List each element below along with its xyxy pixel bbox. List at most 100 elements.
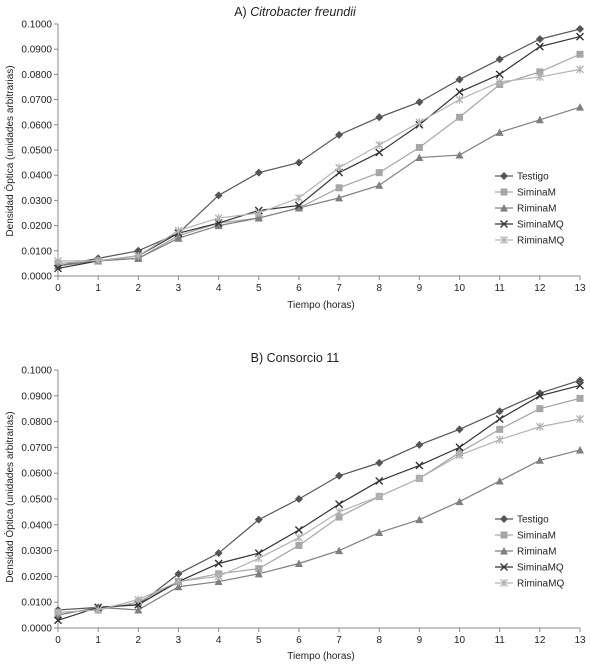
- chart-a-data-point-riminamq: [455, 95, 464, 104]
- chart-b-x-tick-label: 5: [256, 635, 262, 646]
- chart-a-x-tick-label: 12: [534, 283, 546, 294]
- chart-a-data-point-siminamq: [535, 42, 544, 51]
- chart-a-data-point-riminam: [254, 214, 263, 222]
- chart-b-data-point-siminam: [335, 513, 343, 521]
- chart-b-x-tick-label: 9: [417, 635, 423, 646]
- chart-a-data-point-testigo: [455, 75, 464, 84]
- chart-a-data-point-riminamq: [576, 65, 584, 74]
- chart-a-data-point-siminamq: [576, 32, 584, 41]
- chart-b-data-point-riminamq: [94, 605, 103, 614]
- chart-a-data-point-testigo: [134, 246, 143, 255]
- chart-b-series-line-siminam: [57, 397, 581, 614]
- chart-b-data-point-testigo: [455, 425, 464, 434]
- chart-b-data-point-siminamq: [535, 391, 544, 400]
- chart-a-series-line-siminamq: [57, 36, 581, 270]
- chart-b-legend-marker-siminamq: [500, 563, 508, 571]
- chart-b-y-tick-label: 0.0600: [21, 469, 52, 480]
- chart-a-data-point-riminam: [415, 153, 424, 162]
- chart-a-y-tick-label: 0.0100: [21, 246, 52, 257]
- chart-b-data-point-testigo: [415, 440, 424, 449]
- chart-b-series-line-testigo: [57, 379, 581, 611]
- chart-b-series-riminamq: [54, 415, 584, 617]
- chart-b-data-point-siminam: [255, 565, 263, 573]
- chart-b-data-point-riminam: [335, 546, 344, 555]
- chart-b-series-line-riminamq: [57, 418, 581, 614]
- chart-b-data-point-riminam: [174, 582, 183, 591]
- chart-a-x-tick-label: 0: [55, 283, 61, 294]
- chart-b-legend-marker-siminam: [500, 531, 508, 539]
- chart-a-y-tick-label: 0.0400: [21, 171, 52, 182]
- chart-b-x-tick-label: 6: [296, 635, 302, 646]
- chart-b-data-point-siminamq: [495, 415, 504, 424]
- chart-a-y-tick-label: 0.0300: [21, 196, 52, 207]
- chart-a-legend-marker-riminam: [500, 204, 508, 212]
- chart-a-legend-marker-siminamq: [500, 220, 508, 228]
- chart-b-data-point-testigo: [294, 495, 303, 503]
- chart-a-data-point-siminam: [335, 184, 343, 192]
- chart-a-x-tick-label: 10: [454, 283, 466, 294]
- chart-b-data-point-siminam: [496, 425, 504, 433]
- chart-b-data-point-siminam: [576, 394, 584, 402]
- chart-b-data-point-riminamq: [415, 474, 424, 483]
- chart-b-data-point-siminamq: [375, 476, 384, 485]
- chart-a-data-point-testigo: [576, 25, 584, 34]
- chart-a-data-point-siminamq: [455, 88, 464, 97]
- chart-b-x-tick-label: 11: [494, 635, 505, 646]
- chart-a-series-siminam: [54, 50, 584, 267]
- chart-a-data-point-siminam: [536, 68, 544, 76]
- chart-b-series-testigo: [54, 376, 584, 614]
- chart-a-data-point-riminamq: [214, 214, 223, 223]
- chart-b-data-point-riminam: [375, 528, 384, 537]
- chart-a-x-tick-label: 7: [336, 283, 342, 294]
- chart-a-x-tick-label: 2: [136, 283, 142, 294]
- chart-b-data-point-siminamq: [415, 461, 424, 470]
- chart-a-legend-label-siminamq: SiminaMQ: [517, 220, 564, 231]
- chart-b-x-tick-label: 7: [336, 635, 342, 646]
- chart-a-data-point-testigo: [214, 191, 223, 200]
- chart-b-data-point-riminam: [576, 445, 584, 454]
- chart-b-y-tick-label: 0.0300: [21, 546, 52, 557]
- chart-b-y-tick-label: 0.0400: [21, 520, 52, 531]
- chart-b-x-tick-label: 12: [534, 635, 546, 646]
- chart-b-legend-label-riminamq: RiminaMQ: [517, 579, 564, 590]
- chart-b-data-point-siminamq: [335, 500, 344, 509]
- chart-a-y-tick-label: 0.1000: [21, 20, 52, 31]
- chart-b-x-axis-label: Tiempo (horas): [287, 651, 354, 662]
- chart-a-data-point-siminam: [375, 169, 383, 177]
- chart-b-legend-label-riminam: RiminaM: [517, 547, 556, 558]
- chart-a-legend-label-riminamq: RiminaMQ: [517, 236, 564, 247]
- chart-b-data-point-siminam: [536, 405, 544, 413]
- chart-b-legend-label-siminamq: SiminaMQ: [517, 563, 564, 574]
- chart-b-x-tick-label: 4: [216, 635, 222, 646]
- chart-a-legend-marker-siminam: [500, 188, 508, 196]
- chart-b-series-line-siminamq: [57, 384, 581, 621]
- chart-a-x-tick-label: 11: [494, 283, 505, 294]
- chart-a-y-tick-label: 0.0600: [21, 120, 52, 131]
- chart-b-data-point-riminamq: [174, 577, 183, 586]
- chart-a-title: A) Citrobacter freundii: [234, 5, 357, 19]
- chart-b-series-siminamq: [54, 381, 584, 625]
- chart-b-legend-marker-riminam: [500, 547, 508, 555]
- chart-a-data-point-testigo: [415, 98, 424, 107]
- chart-b-data-point-siminamq: [576, 381, 584, 390]
- chart-a-data-point-riminam: [576, 103, 584, 111]
- chart-a-data-point-riminamq: [415, 118, 424, 127]
- chart-b-data-point-riminamq: [495, 435, 504, 444]
- chart-b-data-point-siminamq: [294, 525, 303, 534]
- chart-a-data-point-testigo: [375, 113, 384, 122]
- chart-b-x-tick-label: 3: [176, 635, 182, 646]
- chart-a-data-point-testigo: [535, 35, 544, 44]
- chart-a-x-tick-label: 6: [296, 283, 302, 294]
- chart-a-data-point-riminamq: [254, 209, 263, 217]
- chart-b-data-point-riminamq: [576, 415, 584, 424]
- chart-a-series-line-testigo: [57, 28, 581, 267]
- chart-a-series-testigo: [54, 25, 584, 270]
- chart-b-x-tick-label: 13: [574, 635, 586, 646]
- chart-a-data-point-riminam: [335, 193, 344, 202]
- chart-a-data-point-riminamq: [94, 256, 103, 265]
- chart-b-data-point-testigo: [495, 407, 504, 416]
- chart-a-legend-label-riminam: RiminaM: [517, 204, 556, 215]
- chart-b-data-point-riminam: [535, 456, 544, 464]
- chart-b-data-point-testigo: [214, 549, 223, 558]
